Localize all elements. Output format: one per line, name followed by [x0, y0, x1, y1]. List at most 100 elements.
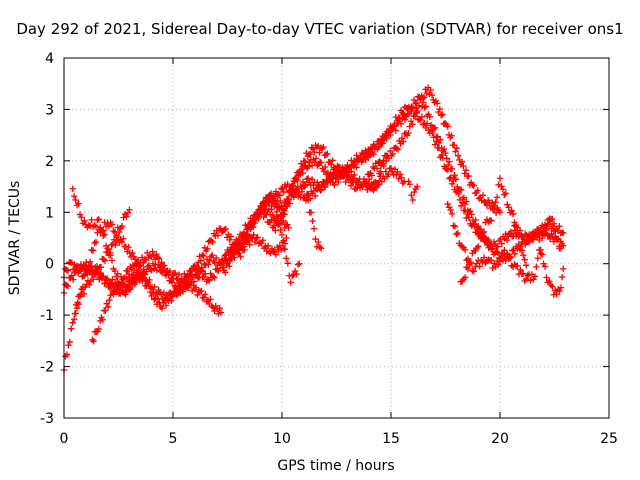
- data-point: [453, 145, 461, 152]
- data-point: [244, 231, 251, 238]
- data-point: [498, 240, 505, 247]
- data-point: [73, 305, 81, 312]
- data-point: [180, 284, 187, 291]
- data-point: [137, 262, 144, 270]
- data-point: [69, 185, 76, 192]
- data-point: [90, 276, 97, 283]
- data-point: [237, 253, 244, 260]
- data-point: [288, 272, 296, 280]
- data-point: [511, 250, 519, 258]
- data-point: [98, 227, 105, 234]
- data-point: [68, 272, 76, 279]
- data-point: [315, 238, 322, 246]
- data-point: [310, 225, 318, 232]
- data-point: [322, 179, 329, 186]
- data-point: [353, 164, 360, 171]
- data-point: [495, 261, 502, 268]
- data-point: [253, 234, 260, 242]
- data-point: [471, 220, 478, 228]
- data-point: [278, 202, 285, 209]
- data-point: [76, 267, 83, 274]
- data-point: [439, 111, 446, 118]
- data-point: [322, 151, 330, 159]
- data-point: [175, 271, 183, 278]
- data-point: [292, 188, 299, 196]
- data-point: [405, 129, 412, 137]
- data-point: [280, 217, 287, 224]
- data-point: [218, 259, 225, 266]
- data-point: [293, 185, 301, 193]
- data-point: [303, 192, 310, 199]
- data-point: [387, 131, 394, 139]
- data-point: [504, 201, 511, 208]
- data-point: [540, 260, 547, 267]
- data-point: [397, 120, 405, 128]
- data-point: [495, 181, 502, 188]
- data-point: [287, 279, 294, 286]
- data-point: [522, 262, 530, 269]
- data-point: [446, 175, 453, 182]
- data-point: [528, 236, 536, 243]
- data-point: [212, 254, 220, 262]
- data-point: [141, 256, 148, 263]
- data-point: [92, 238, 100, 246]
- data-point: [468, 211, 475, 218]
- data-point: [460, 162, 467, 170]
- data-point: [349, 175, 357, 182]
- data-point: [409, 121, 416, 128]
- x-tick-label: 20: [491, 431, 509, 447]
- data-point: [254, 234, 261, 241]
- data-point: [467, 259, 475, 267]
- data-point: [534, 255, 541, 262]
- data-point: [86, 281, 93, 288]
- data-point: [251, 238, 259, 246]
- data-point: [493, 194, 501, 201]
- data-point: [369, 163, 377, 171]
- data-point: [409, 196, 416, 204]
- data-point: [422, 103, 430, 110]
- data-point: [367, 145, 375, 152]
- data-point: [175, 285, 182, 292]
- data-point: [149, 248, 156, 255]
- data-point: [71, 310, 79, 317]
- data-point: [474, 187, 481, 194]
- data-point: [476, 262, 483, 270]
- data-point: [316, 158, 324, 166]
- data-point: [515, 231, 523, 239]
- data-point: [444, 161, 452, 169]
- data-point: [357, 156, 364, 163]
- data-point: [508, 207, 515, 214]
- data-point: [317, 187, 324, 194]
- data-point: [311, 192, 319, 200]
- data-point: [197, 257, 205, 264]
- data-point: [524, 272, 531, 279]
- series-arc-10: [257, 162, 408, 217]
- data-point: [73, 262, 81, 269]
- data-point: [396, 171, 404, 178]
- data-point: [309, 145, 317, 153]
- data-point: [394, 146, 402, 153]
- data-point: [347, 182, 355, 189]
- data-point: [258, 240, 265, 247]
- data-point: [204, 276, 212, 283]
- data-point: [380, 162, 387, 170]
- data-point: [385, 171, 392, 178]
- data-point: [194, 274, 202, 282]
- data-point: [457, 202, 465, 210]
- data-point: [480, 254, 488, 261]
- data-point: [518, 247, 525, 254]
- data-point: [280, 245, 287, 252]
- data-point: [88, 216, 95, 224]
- data-point: [116, 228, 123, 236]
- data-point: [406, 181, 414, 188]
- data-point: [101, 257, 109, 264]
- data-point: [80, 290, 88, 298]
- y-axis-ticks: -3 -2 -1 0 1 2 3 4: [40, 51, 609, 427]
- data-point: [448, 180, 456, 188]
- data-point: [105, 245, 113, 253]
- data-point: [268, 216, 275, 223]
- data-point: [421, 104, 428, 111]
- data-point: [158, 269, 166, 276]
- series-arc-14: [405, 178, 421, 204]
- data-point: [114, 283, 121, 291]
